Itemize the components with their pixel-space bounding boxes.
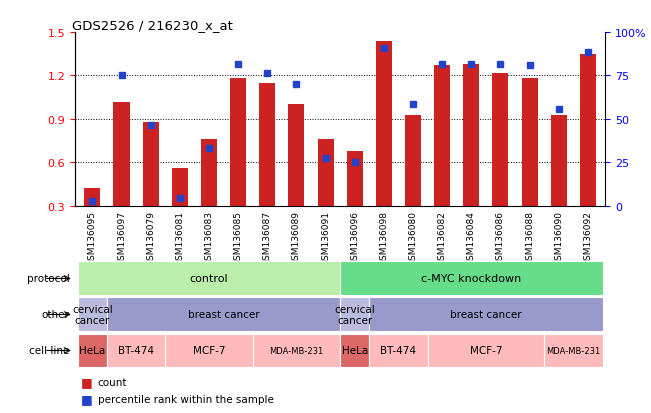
Bar [376, 42, 392, 206]
FancyBboxPatch shape [544, 334, 603, 368]
Text: MCF-7: MCF-7 [469, 346, 502, 356]
Text: breast cancer: breast cancer [450, 310, 521, 320]
Bar [288, 105, 305, 206]
Bar [580, 55, 596, 206]
Bar [201, 140, 217, 206]
Bar [551, 115, 567, 206]
Text: other: other [42, 310, 70, 320]
Text: percentile rank within the sample: percentile rank within the sample [98, 394, 273, 404]
FancyBboxPatch shape [107, 334, 165, 368]
FancyBboxPatch shape [340, 334, 369, 368]
Text: control: control [189, 274, 229, 284]
Text: MDA-MB-231: MDA-MB-231 [270, 346, 324, 355]
Text: ■: ■ [81, 375, 93, 389]
Bar [172, 169, 188, 206]
FancyBboxPatch shape [77, 334, 107, 368]
Bar [113, 102, 130, 206]
Text: BT-474: BT-474 [380, 346, 417, 356]
Bar [143, 122, 159, 206]
Bar [434, 66, 450, 206]
FancyBboxPatch shape [107, 298, 340, 332]
Text: c-MYC knockdown: c-MYC knockdown [421, 274, 521, 284]
FancyBboxPatch shape [340, 262, 603, 296]
Bar [318, 140, 333, 206]
Text: HeLa: HeLa [342, 346, 368, 356]
FancyBboxPatch shape [77, 262, 340, 296]
Bar [230, 79, 246, 206]
Text: protocol: protocol [27, 274, 70, 284]
Bar [347, 151, 363, 206]
Text: cervical
cancer: cervical cancer [72, 304, 113, 325]
FancyBboxPatch shape [428, 334, 544, 368]
Text: breast cancer: breast cancer [187, 310, 259, 320]
Bar [521, 79, 538, 206]
Bar [405, 115, 421, 206]
Text: MDA-MB-231: MDA-MB-231 [546, 346, 600, 355]
FancyBboxPatch shape [253, 334, 340, 368]
Text: MCF-7: MCF-7 [193, 346, 225, 356]
Text: GDS2526 / 216230_x_at: GDS2526 / 216230_x_at [72, 19, 233, 32]
Text: cervical
cancer: cervical cancer [335, 304, 375, 325]
Text: ■: ■ [81, 392, 93, 405]
Text: count: count [98, 377, 127, 387]
Bar [85, 189, 100, 206]
FancyBboxPatch shape [77, 298, 107, 332]
FancyBboxPatch shape [369, 298, 603, 332]
FancyBboxPatch shape [340, 298, 369, 332]
Text: BT-474: BT-474 [118, 346, 154, 356]
Text: HeLa: HeLa [79, 346, 105, 356]
Bar [492, 74, 508, 206]
Text: cell line: cell line [29, 346, 70, 356]
FancyBboxPatch shape [165, 334, 253, 368]
Bar [259, 83, 275, 206]
FancyBboxPatch shape [369, 334, 428, 368]
Bar [464, 65, 479, 206]
